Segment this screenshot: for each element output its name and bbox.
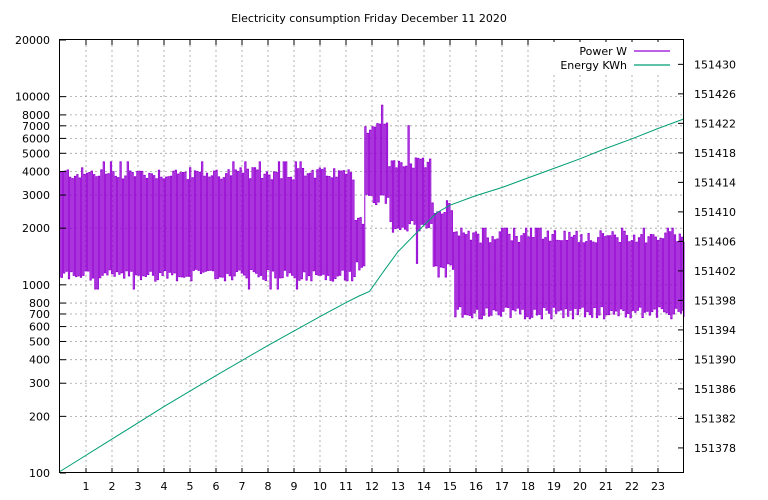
- y-right-tick-label: 151402: [694, 265, 736, 278]
- axis-layer: 1 2 3 4 5 6 7 8 9 10 11 12 13 14 15 16 17 18 19 20 21 22 23100…: [15, 34, 736, 493]
- legend-label-power: Power W: [579, 45, 627, 58]
- y-right-tick-label: 151382: [694, 412, 736, 425]
- legend: Power W Energy KWh: [540, 42, 678, 74]
- y-right-tick-label: 151414: [694, 176, 736, 189]
- series-power-line: [59, 104, 685, 320]
- x-tick-label: 21: [599, 480, 613, 493]
- legend-label-energy: Energy KWh: [560, 59, 627, 72]
- y-left-tick-label: 2000: [22, 222, 50, 235]
- y-right-tick-label: 151430: [694, 58, 736, 71]
- y-left-tick-label: 400: [29, 354, 50, 367]
- x-tick-label: 6: [213, 480, 220, 493]
- y-right-tick-label: 151394: [694, 324, 736, 337]
- x-tick-label: 4: [161, 480, 168, 493]
- y-left-tick-label: 10000: [15, 91, 50, 104]
- y-right-tick-label: 151410: [694, 206, 736, 219]
- x-tick-label: 17: [495, 480, 509, 493]
- y-right-tick-label: 151378: [694, 442, 736, 455]
- y-right-tick-label: 151418: [694, 147, 736, 160]
- y-right-tick-label: 151386: [694, 383, 736, 396]
- x-tick-label: 5: [187, 480, 194, 493]
- x-tick-label: 12: [365, 480, 379, 493]
- x-tick-label: 16: [469, 480, 483, 493]
- x-tick-label: 19: [547, 480, 561, 493]
- x-tick-label: 11: [339, 480, 353, 493]
- x-tick-label: 10: [313, 480, 327, 493]
- y-right-tick-label: 151398: [694, 294, 736, 307]
- y-left-tick-label: 4000: [22, 166, 50, 179]
- series-layer: [59, 104, 685, 472]
- y-left-tick-label: 500: [29, 335, 50, 348]
- y-left-tick-label: 7000: [22, 120, 50, 133]
- y-left-tick-label: 200: [29, 410, 50, 423]
- y-left-tick-label: 600: [29, 321, 50, 334]
- series-energy-line: [59, 118, 685, 472]
- y-left-tick-label: 300: [29, 377, 50, 390]
- y-left-tick-label: 5000: [22, 147, 50, 160]
- x-tick-label: 3: [135, 480, 142, 493]
- chart-title: Electricity consumption Friday December …: [231, 12, 507, 25]
- y-left-tick-label: 8000: [22, 109, 50, 122]
- y-right-tick-label: 151406: [694, 235, 736, 248]
- x-tick-label: 1: [83, 480, 90, 493]
- y-left-tick-label: 6000: [22, 132, 50, 145]
- y-left-tick-label: 1000: [22, 279, 50, 292]
- x-tick-label: 18: [521, 480, 535, 493]
- x-tick-label: 20: [573, 480, 587, 493]
- y-left-tick-label: 3000: [22, 189, 50, 202]
- x-tick-label: 14: [417, 480, 431, 493]
- x-tick-label: 15: [443, 480, 457, 493]
- y-right-tick-label: 151426: [694, 88, 736, 101]
- x-tick-label: 8: [265, 480, 272, 493]
- x-tick-label: 22: [625, 480, 639, 493]
- y-left-tick-label: 800: [29, 297, 50, 310]
- x-tick-label: 23: [651, 480, 665, 493]
- y-left-tick-label: 100: [29, 467, 50, 480]
- y-right-tick-label: 151390: [694, 353, 736, 366]
- y-left-tick-label: 700: [29, 308, 50, 321]
- legend-background: [540, 42, 678, 74]
- x-tick-label: 7: [239, 480, 246, 493]
- x-tick-label: 9: [291, 480, 298, 493]
- y-left-tick-label: 20000: [15, 34, 50, 47]
- x-tick-label: 13: [391, 480, 405, 493]
- y-right-tick-label: 151422: [694, 117, 736, 130]
- x-tick-label: 2: [109, 480, 116, 493]
